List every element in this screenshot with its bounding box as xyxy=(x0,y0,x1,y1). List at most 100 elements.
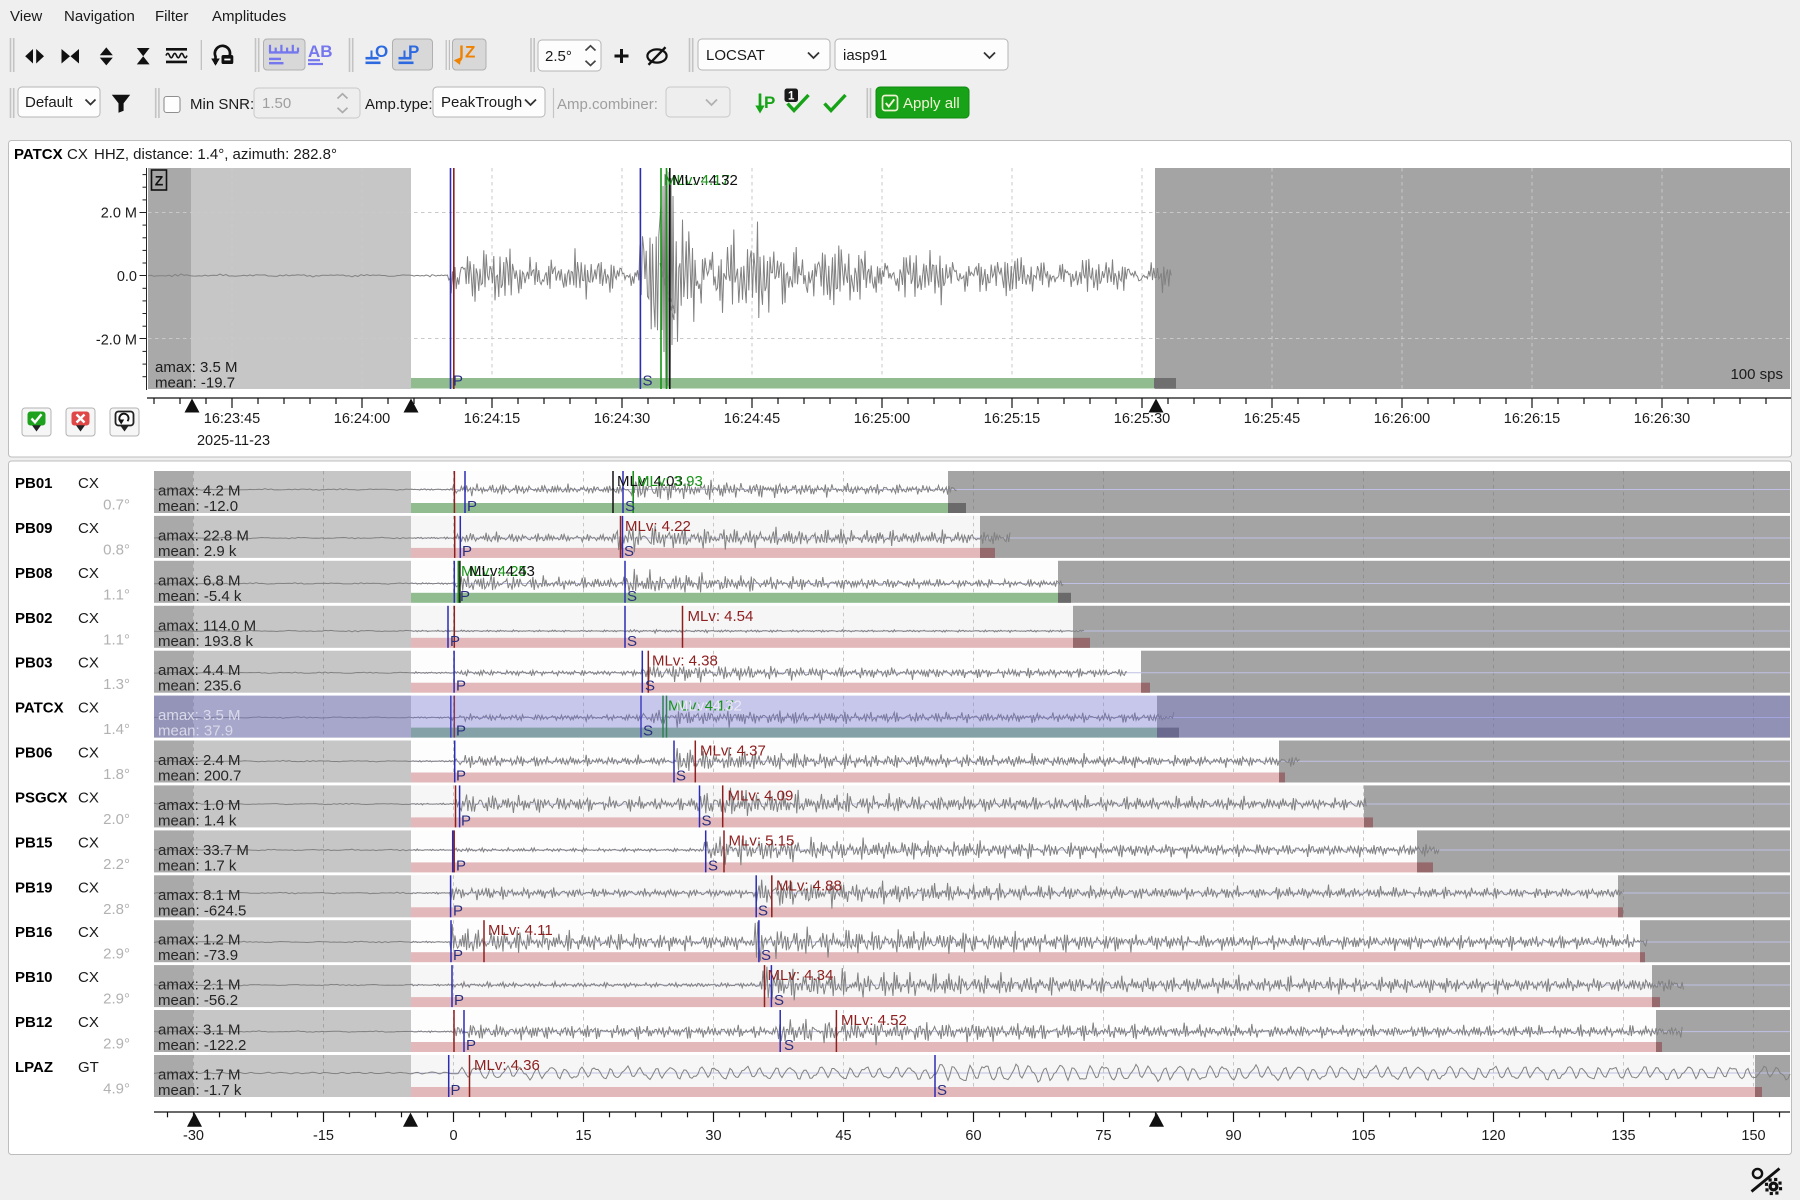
svg-text:amax: 2.1 M: amax: 2.1 M xyxy=(158,977,241,994)
svg-text:Min SNR:: Min SNR: xyxy=(190,96,254,113)
svg-text:mean: 37.9: mean: 37.9 xyxy=(158,723,233,740)
svg-text:PB12: PB12 xyxy=(15,1014,53,1031)
svg-text:P: P xyxy=(450,633,460,650)
svg-text:-30: -30 xyxy=(183,1128,204,1144)
svg-text:O: O xyxy=(375,42,388,61)
svg-text:MLv: 4.54: MLv: 4.54 xyxy=(688,608,754,625)
svg-text:amax: 114.0 M: amax: 114.0 M xyxy=(158,617,256,634)
svg-text:amax: 4.4 M: amax: 4.4 M xyxy=(158,662,241,679)
svg-text:S: S xyxy=(702,812,712,829)
svg-text:16:24:45: 16:24:45 xyxy=(724,411,780,427)
svg-text:amax: 1.7 M: amax: 1.7 M xyxy=(158,1067,241,1084)
svg-text:PB06: PB06 xyxy=(15,745,53,762)
svg-text:GT: GT xyxy=(78,1059,99,1076)
svg-text:30: 30 xyxy=(705,1128,721,1144)
svg-text:2.5°: 2.5° xyxy=(545,48,572,65)
svg-text:PB09: PB09 xyxy=(15,520,53,537)
svg-text:PB16: PB16 xyxy=(15,924,53,941)
svg-text:PB15: PB15 xyxy=(15,834,53,851)
svg-text:MLv: 4.03: MLv: 4.03 xyxy=(617,473,683,490)
svg-text:P: P xyxy=(454,992,464,1009)
svg-text:Amplitudes: Amplitudes xyxy=(212,8,286,25)
svg-text:150: 150 xyxy=(1741,1128,1765,1144)
svg-text:MLv: 4.17: MLv: 4.17 xyxy=(664,172,730,189)
svg-text:S: S xyxy=(643,373,653,390)
svg-text:2.0°: 2.0° xyxy=(103,811,130,828)
svg-text:2.2°: 2.2° xyxy=(103,856,130,873)
svg-text:PB19: PB19 xyxy=(15,879,53,896)
svg-text:CX: CX xyxy=(78,475,99,492)
svg-text:0.0: 0.0 xyxy=(117,269,137,285)
svg-text:1.1°: 1.1° xyxy=(103,586,130,603)
svg-text:P: P xyxy=(466,1037,476,1054)
svg-text:Apply all: Apply all xyxy=(903,95,960,112)
svg-text:-2.0 M: -2.0 M xyxy=(96,333,137,349)
svg-text:Z: Z xyxy=(465,43,475,62)
svg-text:PATCX: PATCX xyxy=(15,700,64,717)
svg-text:View: View xyxy=(10,8,42,25)
svg-text:P: P xyxy=(764,93,775,112)
svg-text:Default: Default xyxy=(25,94,73,111)
svg-text:LPAZ: LPAZ xyxy=(15,1059,53,1076)
svg-text:amax: 6.8 M: amax: 6.8 M xyxy=(158,572,241,589)
svg-text:S: S xyxy=(937,1082,947,1099)
svg-text:S: S xyxy=(761,947,771,964)
svg-text:PB03: PB03 xyxy=(15,655,53,672)
svg-text:P: P xyxy=(456,768,466,785)
svg-text:P: P xyxy=(453,947,463,964)
svg-text:CX: CX xyxy=(78,745,99,762)
svg-text:2.9°: 2.9° xyxy=(103,1036,130,1053)
svg-text:mean: 193.8 k: mean: 193.8 k xyxy=(158,633,254,650)
svg-text:mean: -5.4 k: mean: -5.4 k xyxy=(158,588,242,605)
svg-text:CX: CX xyxy=(67,146,88,163)
svg-text:MLv: 4.88: MLv: 4.88 xyxy=(776,877,842,894)
svg-text:2.8°: 2.8° xyxy=(103,901,130,918)
svg-text:amax: 3.1 M: amax: 3.1 M xyxy=(158,1022,241,1039)
svg-text:CX: CX xyxy=(78,879,99,896)
svg-text:S: S xyxy=(627,588,637,605)
svg-text:16:26:30: 16:26:30 xyxy=(1634,411,1690,427)
svg-text:P: P xyxy=(467,498,477,515)
svg-text:2.0 M: 2.0 M xyxy=(101,206,137,222)
svg-text:S: S xyxy=(774,992,784,1009)
svg-text:MLv: 4.32: MLv: 4.32 xyxy=(676,698,742,715)
svg-text:MLv: 4.11: MLv: 4.11 xyxy=(488,922,553,939)
svg-text:amax: 4.2 M: amax: 4.2 M xyxy=(158,483,241,500)
svg-text:16:23:45: 16:23:45 xyxy=(204,411,260,427)
svg-text:P: P xyxy=(462,543,472,560)
svg-text:Amp.type:: Amp.type: xyxy=(365,96,433,113)
svg-text:1.50: 1.50 xyxy=(262,95,291,112)
svg-text:PB01: PB01 xyxy=(15,475,53,492)
svg-text:S: S xyxy=(624,543,634,560)
svg-text:amax: 22.8 M: amax: 22.8 M xyxy=(158,527,249,544)
svg-text:S: S xyxy=(625,498,635,515)
svg-text:0.8°: 0.8° xyxy=(103,541,130,558)
svg-text:16:25:15: 16:25:15 xyxy=(984,411,1040,427)
svg-text:MLv: 4.32: MLv: 4.32 xyxy=(672,172,738,189)
svg-text:PSGCX: PSGCX xyxy=(15,789,68,806)
svg-text:15: 15 xyxy=(575,1128,591,1144)
svg-text:mean: 235.6: mean: 235.6 xyxy=(158,678,241,695)
svg-text:mean: -56.2: mean: -56.2 xyxy=(158,992,238,1009)
svg-text:amax: 3.5 M: amax: 3.5 M xyxy=(158,707,241,724)
svg-text:100 sps: 100 sps xyxy=(1730,366,1783,383)
svg-text:HHZ, distance: 1.4°, azimuth:: HHZ, distance: 1.4°, azimuth: 282.8° xyxy=(94,146,337,163)
svg-text:16:25:45: 16:25:45 xyxy=(1244,411,1300,427)
svg-text:iasp91: iasp91 xyxy=(843,47,887,64)
svg-text:S: S xyxy=(643,723,653,740)
svg-text:16:26:15: 16:26:15 xyxy=(1504,411,1560,427)
svg-text:MLv: 4.25: MLv: 4.25 xyxy=(461,563,527,580)
svg-text:amax: 2.4 M: amax: 2.4 M xyxy=(158,752,241,769)
svg-text:4.9°: 4.9° xyxy=(103,1081,130,1098)
svg-text:MLv: 4.09: MLv: 4.09 xyxy=(728,787,794,804)
svg-text:S: S xyxy=(627,633,637,650)
svg-text:120: 120 xyxy=(1481,1128,1505,1144)
svg-text:105: 105 xyxy=(1351,1128,1375,1144)
svg-text:CX: CX xyxy=(78,969,99,986)
svg-text:MLv: 5.15: MLv: 5.15 xyxy=(729,832,795,849)
svg-text:S: S xyxy=(758,902,768,919)
svg-text:MLv: 4.34: MLv: 4.34 xyxy=(768,967,834,984)
svg-text:CX: CX xyxy=(78,789,99,806)
svg-text:16:25:00: 16:25:00 xyxy=(854,411,910,427)
svg-text:mean: -73.9: mean: -73.9 xyxy=(158,947,238,964)
